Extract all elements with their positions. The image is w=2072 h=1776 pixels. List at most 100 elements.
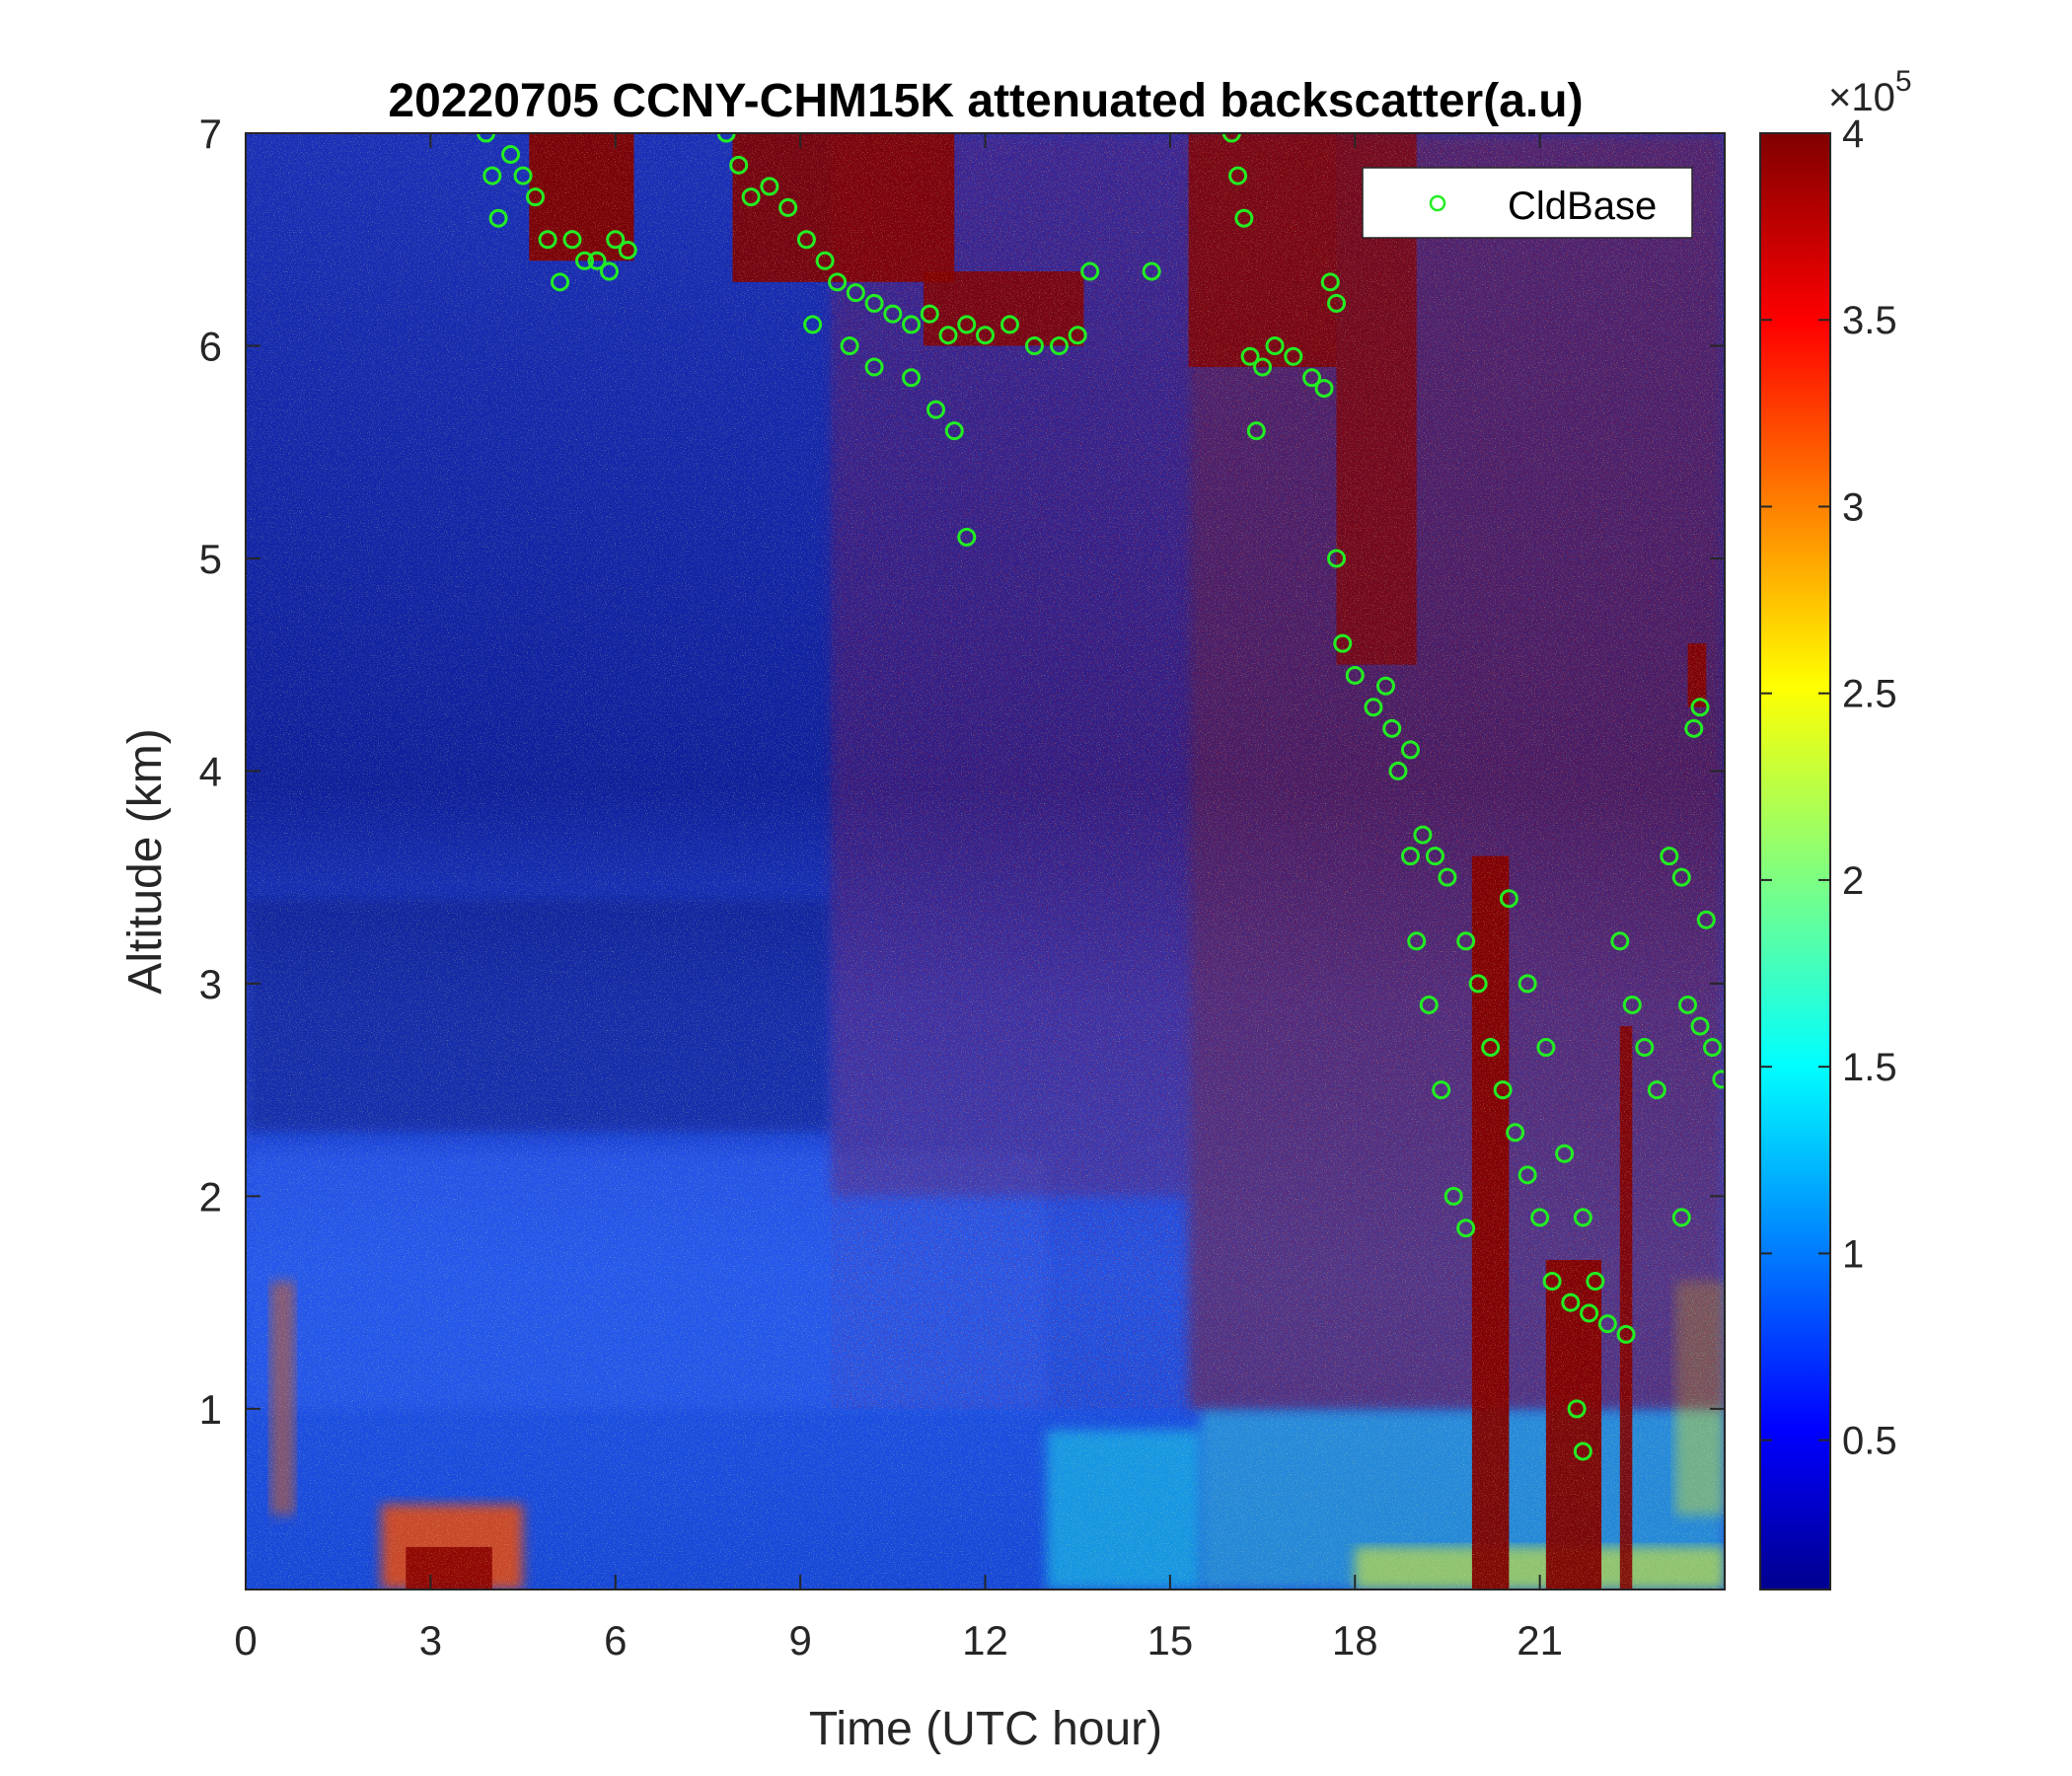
cldbase-point [741,187,761,207]
cldbase-point [729,155,749,175]
cldbase-point [1468,974,1488,994]
cldbase-point [575,251,595,270]
colorbar-ticks: 0.5 1 1.5 2 2.5 3 3.5 4 [1760,112,1897,1463]
cldbase-point [1456,1219,1476,1238]
cldbase-point [482,166,502,185]
cldbase-point [1506,1123,1525,1143]
cldbase-point [828,272,848,292]
cldbase-point [1302,368,1322,388]
cldbase-point [1265,335,1285,355]
cldbase-point [1375,676,1395,696]
colorbar-tick-label: 2 [1842,859,1864,903]
cldbase-point [796,230,816,250]
y-tick-label: 3 [199,961,222,1007]
cldbase-point [760,177,779,196]
cldbase-point [1400,740,1420,760]
cldbase-point [1432,1080,1451,1100]
cldbase-point [1536,1038,1556,1058]
cldbase-point [1616,1324,1636,1344]
cldbase-point [1517,1165,1537,1185]
x-tick-label: 12 [962,1617,1008,1664]
x-tick-label: 3 [419,1617,442,1664]
colorbar-exponent-power: 5 [1895,65,1912,98]
cldbase-point [926,400,946,419]
legend: CldBase [1362,167,1693,239]
cldbase-point [1481,1038,1501,1058]
cldbase-point [1690,698,1710,717]
cldbase-point [1678,995,1698,1014]
y-tick-label: 5 [199,536,222,582]
plot-area [246,133,1725,1590]
colorbar-tick-label: 2.5 [1842,673,1897,716]
cldbase-point [1712,1070,1725,1089]
colorbar-exponent: ×105 [1828,65,1912,119]
cldbase-point [1438,867,1457,887]
cldbase-point [778,197,798,217]
cldbase-point [902,315,922,334]
cldbase-point [1456,931,1476,951]
cldbase-point [1542,1272,1562,1292]
cldbase-point [1561,1293,1581,1312]
x-tick-label: 9 [788,1617,811,1664]
cldbase-point [526,187,546,207]
y-axis: 1 2 3 4 5 6 7 [199,111,1725,1433]
cldbase-point [1327,293,1347,313]
colorbar-tick-label: 0.5 [1842,1420,1897,1463]
cldbase-point [1425,847,1444,866]
cldbase-point [1517,974,1537,994]
cldbase-point [1580,1303,1599,1323]
cldbase-point [587,251,607,270]
colorbar-tick-label: 1.5 [1842,1046,1897,1089]
y-tick-label: 6 [199,323,222,369]
cldbase-point [1573,1208,1592,1227]
cldbase-point [1696,910,1716,929]
cldbase-point [1586,1272,1605,1292]
y-tick-label: 2 [199,1173,222,1220]
y-tick-label: 7 [199,111,222,157]
cldbase-point [1567,1399,1587,1419]
cldbase-point [902,368,922,388]
chart-title: 20220705 CCNY-CHM15K attenuated backscat… [388,75,1583,127]
x-axis-label: Time (UTC hour) [809,1703,1162,1755]
cldbase-point [1635,1038,1655,1058]
cldbase-point [1234,208,1254,228]
colorbar: 0.5 1 1.5 2 2.5 3 3.5 4 ×105 [1759,65,1912,1591]
cldbase-point [957,315,977,334]
cldbase-point [606,230,626,250]
colorbar-tick-label: 4 [1842,112,1864,156]
cldbase-point [1364,698,1383,717]
cldbase-point [1314,379,1334,399]
cldbase-point [1333,633,1353,653]
cldbase-point [840,335,859,355]
cldbase-point [1413,825,1433,845]
colorbar-tick-label: 1 [1842,1232,1864,1276]
cldbase-point [600,261,620,281]
cldbase-point [944,421,964,441]
legend-box [1362,167,1693,239]
cldbase-point [1555,1144,1575,1163]
cldbase-point [488,208,508,228]
x-tick-label: 18 [1332,1617,1378,1664]
x-tick-label: 15 [1147,1617,1194,1664]
x-tick-label: 6 [604,1617,627,1664]
cldbase-point [1530,1208,1550,1227]
cldbase-point [1660,847,1679,866]
cldbase-point [1024,335,1044,355]
cldbase-point [1597,1314,1617,1334]
cldbase-point [1221,133,1241,143]
cldbase-point [846,283,865,303]
cldbase-point [1382,718,1402,738]
cldbase-point [477,133,496,143]
y-tick-label: 1 [199,1386,222,1433]
cldbase-point [938,326,958,345]
colorbar-tick-label: 3.5 [1842,299,1897,342]
legend-marker-cldbase [1429,194,1446,212]
cldbase-point [883,304,903,324]
cldbase-point [976,326,995,345]
cldbase-point [538,230,557,250]
cldbase-point [551,272,570,292]
cldbase-point [1419,995,1439,1014]
cldbase-point [1622,995,1642,1014]
cldbase-point [1284,346,1303,366]
cldbase-point [999,315,1019,334]
